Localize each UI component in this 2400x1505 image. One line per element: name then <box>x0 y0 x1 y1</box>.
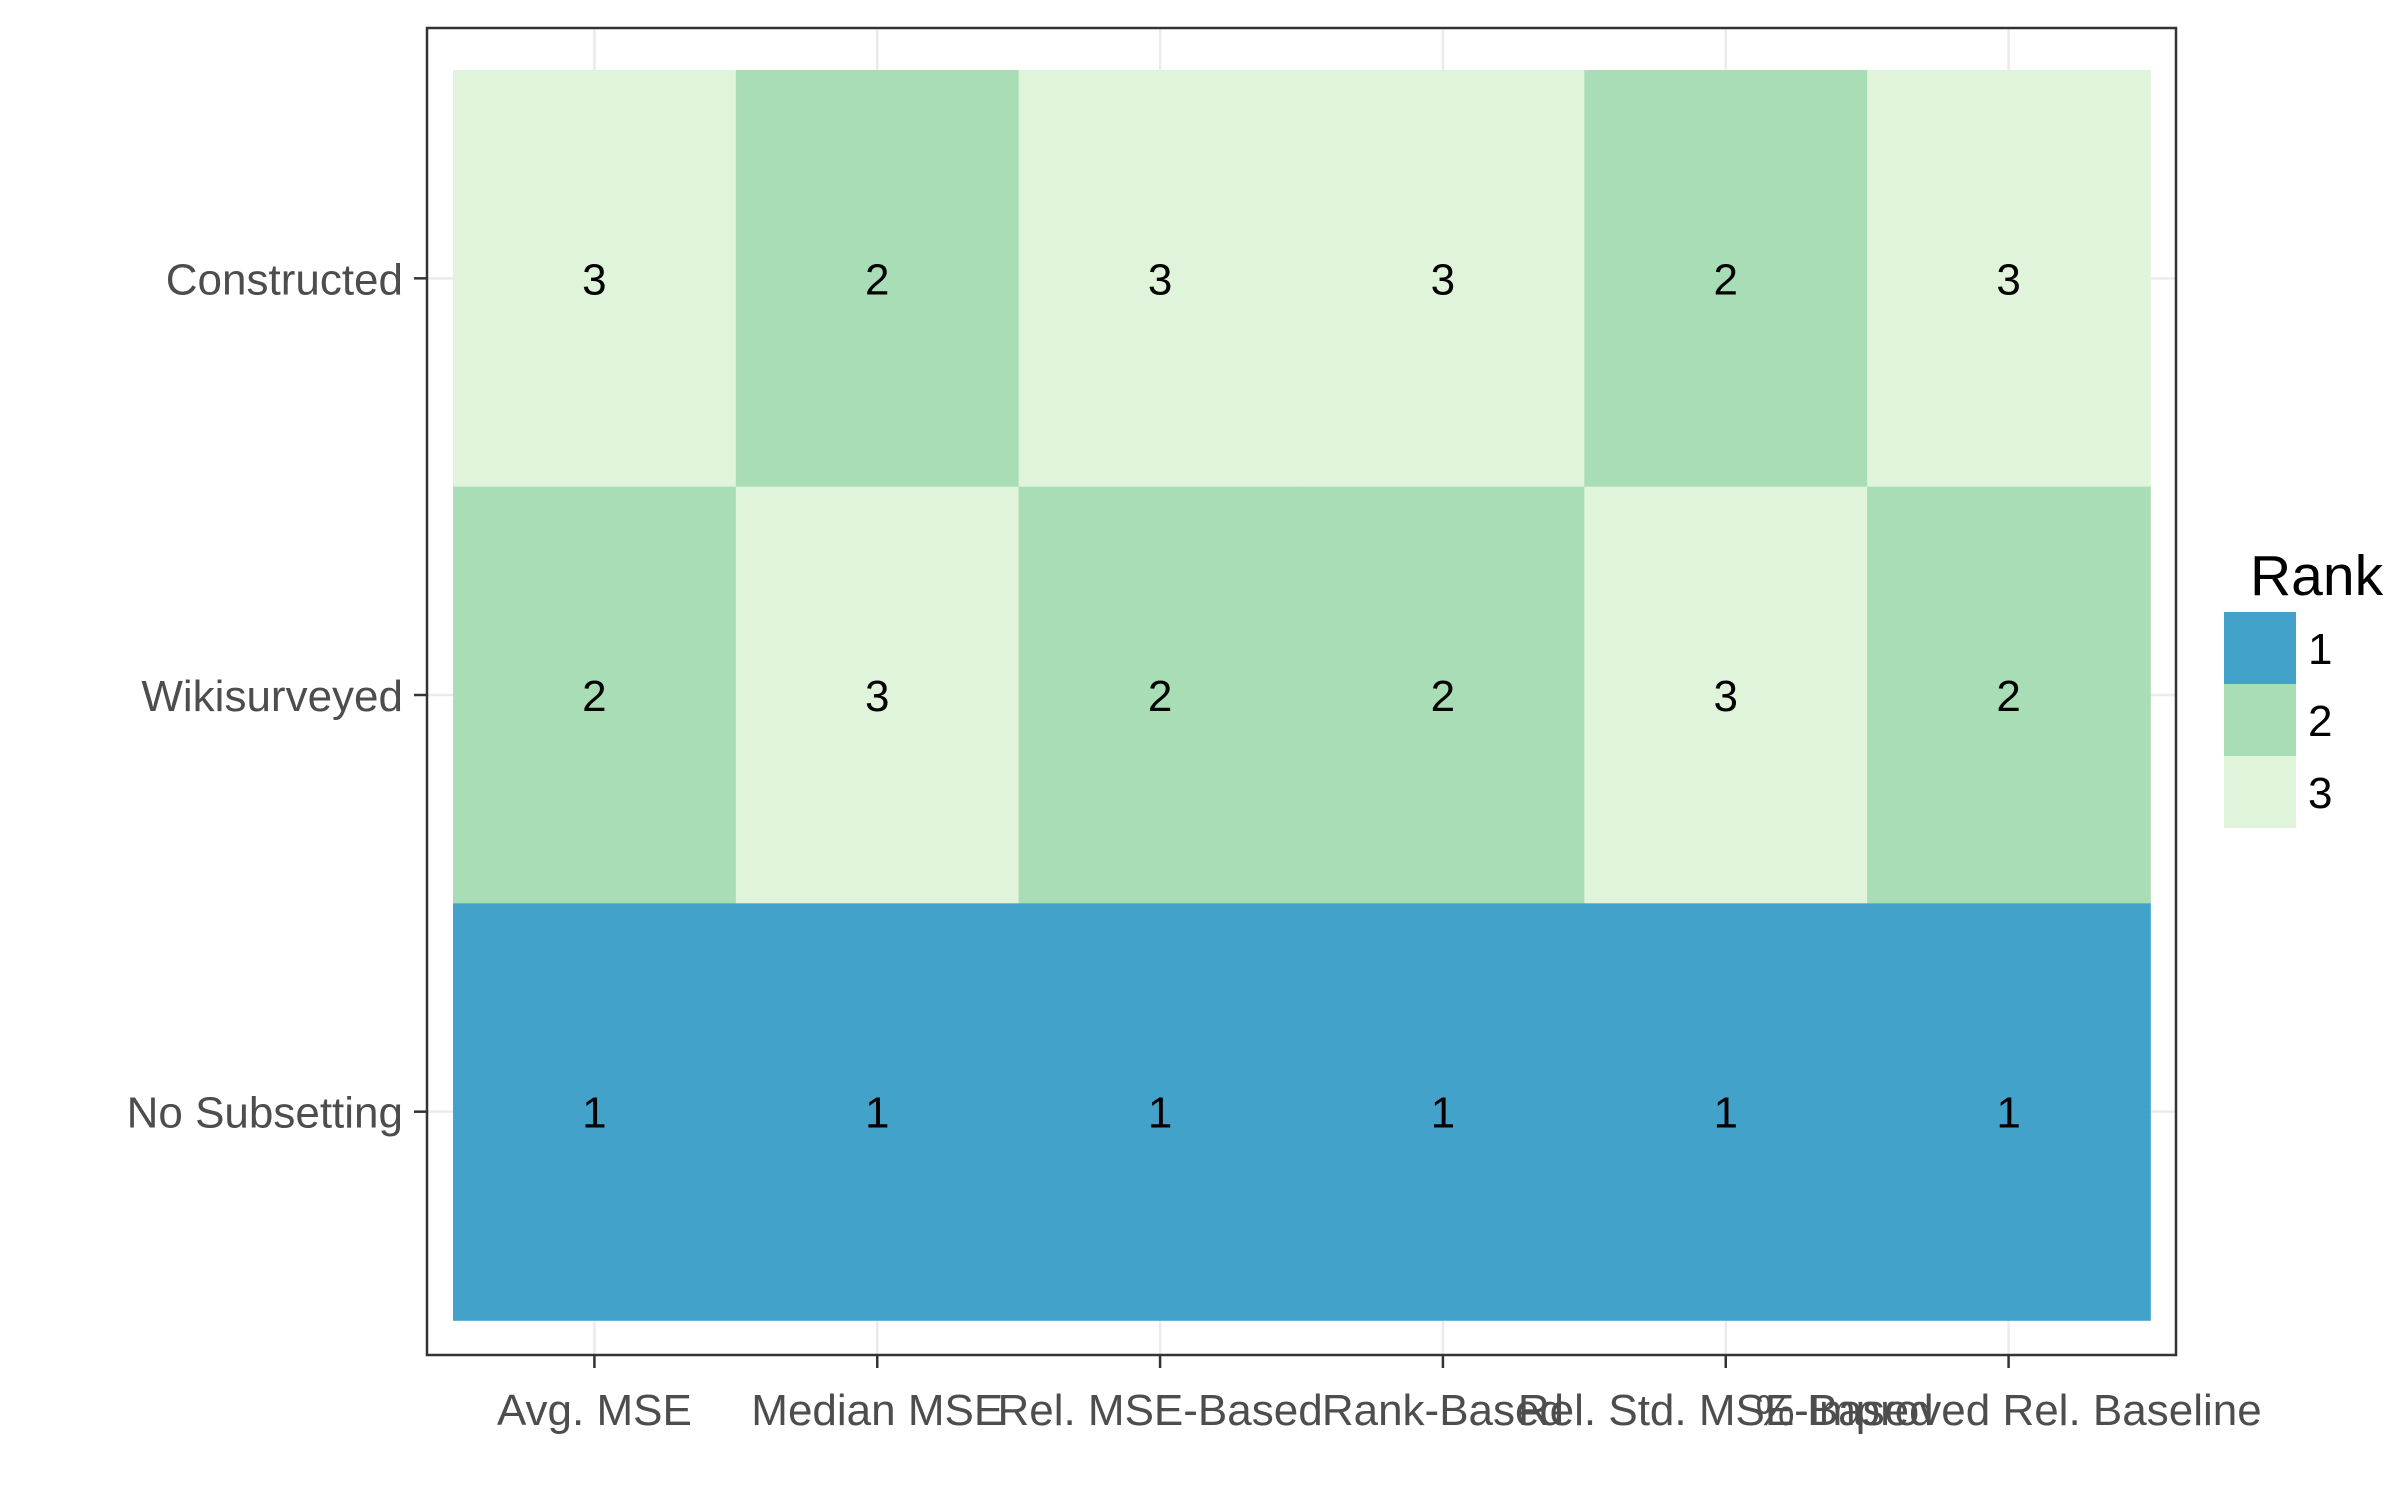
cell-value-label: 2 <box>1714 255 1738 304</box>
x-axis-tick-label: Rank-Based <box>1322 1386 1564 1435</box>
y-axis: Constructed Wikisurveyed No Subsetting <box>127 255 427 1138</box>
legend: Rank 1 2 3 <box>2224 544 2384 828</box>
heatmap-cell <box>1584 903 1868 1321</box>
heatmap-cell <box>1867 903 2151 1321</box>
cell-value-label: 3 <box>1996 255 2020 304</box>
x-axis-tick-label: Avg. MSE <box>497 1386 692 1435</box>
x-axis-tick-label: Rel. Std. MSE-Based <box>1518 1386 1934 1435</box>
heatmap-cell <box>1018 70 1303 488</box>
cell-value-label: 2 <box>1431 672 1455 721</box>
y-axis-tick-label: Wikisurveyed <box>141 672 403 721</box>
heatmap-cell <box>1018 903 1303 1321</box>
plot-panel-border <box>425 26 2178 1357</box>
cell-value-label: 1 <box>1431 1089 1455 1138</box>
heatmap-cell <box>735 903 1020 1321</box>
cell-value-labels: 3 2 3 3 2 3 2 3 2 2 3 2 1 1 1 1 1 1 <box>582 255 2021 1137</box>
legend-key <box>2224 612 2296 684</box>
x-axis-tick-label: Median MSE <box>751 1386 1003 1435</box>
cell-value-label: 2 <box>865 255 889 304</box>
heatmap-cell <box>1584 70 1868 488</box>
legend-key <box>2224 684 2296 756</box>
cell-value-label: 1 <box>1148 1089 1172 1138</box>
heatmap-cell <box>1301 903 1586 1321</box>
cell-value-label: 1 <box>1714 1089 1738 1138</box>
heatmap-cell <box>453 903 737 1321</box>
cell-value-label: 1 <box>865 1089 889 1138</box>
heatmap-cell <box>735 486 1020 905</box>
heatmap-cell <box>1301 486 1586 905</box>
heatmap-cell <box>453 70 737 488</box>
cell-value-label: 2 <box>582 672 606 721</box>
cell-value-label: 1 <box>582 1089 606 1138</box>
heatmap-cell <box>1584 486 1868 905</box>
y-axis-tick-label: Constructed <box>166 255 403 304</box>
heatmap-cell <box>1867 486 2151 905</box>
legend-title: Rank <box>2250 544 2384 608</box>
cell-value-label: 3 <box>582 255 606 304</box>
cell-value-label: 2 <box>1996 672 2020 721</box>
cell-value-label: 2 <box>1148 672 1172 721</box>
cell-value-label: 1 <box>1996 1089 2020 1138</box>
heatmap-cell <box>735 70 1020 488</box>
legend-entry-label: 3 <box>2308 769 2332 818</box>
y-axis-tick-label: No Subsetting <box>127 1089 403 1138</box>
cell-value-label: 3 <box>1431 255 1455 304</box>
heatmap-cell <box>1867 70 2151 488</box>
x-axis-tick-label: Rel. MSE-Based <box>997 1386 1322 1435</box>
heatmap-cells <box>453 70 2151 1321</box>
heatmap-cell <box>1301 70 1586 488</box>
cell-value-label: 3 <box>865 672 889 721</box>
heatmap-cell <box>453 486 737 905</box>
legend-key <box>2224 756 2296 828</box>
heatmap-cell <box>1018 486 1303 905</box>
cell-value-label: 3 <box>1148 255 1172 304</box>
x-axis-tick-label: % Improved Rel. Baseline <box>1755 1386 2261 1435</box>
legend-entry-label: 1 <box>2308 625 2332 674</box>
legend-entry-label: 2 <box>2308 697 2332 746</box>
cell-value-label: 3 <box>1714 672 1738 721</box>
